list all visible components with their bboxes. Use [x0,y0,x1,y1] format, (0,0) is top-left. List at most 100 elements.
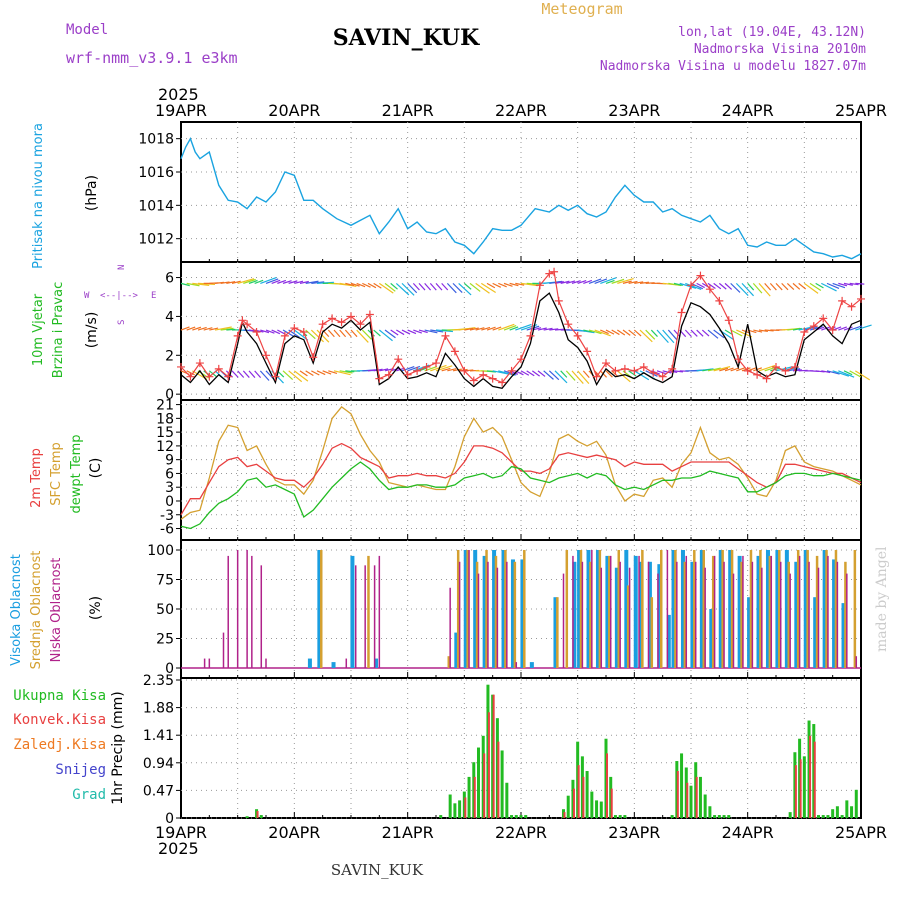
cloud-bar [779,561,782,668]
wind-arrow [645,370,658,377]
temp-label-3: dewpt Temp [69,434,84,513]
wind-arrow [447,368,457,372]
wind-arrow [537,370,546,377]
wind-gust-marker [403,370,412,379]
year-bottom: 2025 [158,839,199,858]
precip-label-3: Zaledj.Kisa [13,737,106,753]
cloud-bar [572,555,574,668]
cloud-bar [595,550,600,668]
wind-arrow [838,326,847,331]
cloud-bar [378,555,381,668]
precip-bar [477,747,480,818]
y-tick-label: 9 [165,453,174,469]
cloud-bar [619,561,621,668]
cloud-bar [704,567,706,668]
precip-bar [492,694,495,818]
cloud-bar [846,573,848,668]
wind-arrow [656,329,669,344]
cloud-bar [827,555,829,668]
wind-arrow [435,329,453,333]
cloud-bar [236,550,239,668]
wind-arrow [650,329,658,338]
wind-arrow [611,329,620,336]
wind-arrow [543,327,553,331]
wind-arrow [639,329,653,343]
wind-arrow [452,282,463,293]
y-tick-label: 12 [156,439,174,455]
precip-bar [809,735,812,818]
cloud-bar [609,555,612,668]
wind-arrow [515,323,532,331]
wind-arrow [520,370,530,376]
cloud-bar [832,559,837,668]
precip-bar [483,753,486,818]
wind-arrow [662,329,675,344]
cloud-bar [331,662,336,668]
y-tick-label: -6 [160,522,174,538]
cloud-bar [523,550,526,668]
cloud-bar [796,550,800,668]
precip-bar [703,794,707,818]
cloud-bar [591,550,593,668]
wind-arrow [752,282,763,294]
wind-arrow [367,282,377,289]
wind-arrow [220,281,230,284]
wind-arrow [469,282,481,292]
wind-arrow [656,370,666,375]
wind-arrow [713,329,725,339]
wind-gust-marker [271,372,280,381]
cloud-bar [504,550,507,668]
wind-gust-marker [299,327,308,336]
wind-arrow [543,370,554,380]
wind-gust-marker [828,326,837,335]
wind-arrow [764,329,774,332]
y-tick-label: 1.41 [143,728,174,744]
wind-arrow [583,329,593,333]
time-labels-bottom: 19APR 20APR 21APR 22APR 23APR 24APR 25APR [155,823,887,842]
wind-gust-marker [809,322,818,331]
wind-arrow [588,329,602,335]
wind-arrow [316,370,326,376]
wind-arrow [730,367,740,372]
wind-arrow [401,329,411,335]
wind-arrow [458,368,468,372]
time-labels-top: 19APR 20APR 21APR 22APR 23APR 24APR 25APR [155,101,887,120]
wind-arrow [792,282,801,290]
wind-arrow [339,370,353,374]
cloud-bar [506,561,508,668]
cloud-bar [251,555,253,668]
wind-arrow [248,279,258,284]
wind-arrow [429,282,437,291]
cloud-bar [680,550,685,668]
temp-unit: (C) [88,458,104,479]
cloud-bar [647,561,650,668]
cloud-bar [713,555,716,668]
cloud-bar [787,561,790,668]
precip-bar [676,771,679,818]
wind-arrow [265,329,275,334]
cloud-bar [650,597,654,668]
time-label-bottom: 19APR [155,823,207,842]
wind-arrow [809,282,822,291]
wind-gust-marker [790,362,799,371]
time-label-top: 25APR [835,101,887,120]
wind-arrow [843,370,853,376]
y-tick-label: 18 [156,411,174,427]
model-label: Model [66,22,108,38]
cloud-bar [565,550,569,668]
wind-arrow [345,282,355,287]
wind-gust-marker [422,362,431,371]
wind-arrow [696,282,705,289]
precip-bar [577,765,580,818]
cloud-bar [626,585,630,668]
cloud-bar [666,614,671,668]
wind-arrow [328,370,338,375]
wind-arrow [821,370,831,374]
cloud-bar [778,550,781,668]
wind-arrow [622,280,632,284]
cloud-bar [660,550,663,668]
cloud-bar [768,555,772,668]
cloud-bar [815,555,819,668]
wind-arrow [531,370,540,377]
year-top: 2025 [158,85,199,104]
